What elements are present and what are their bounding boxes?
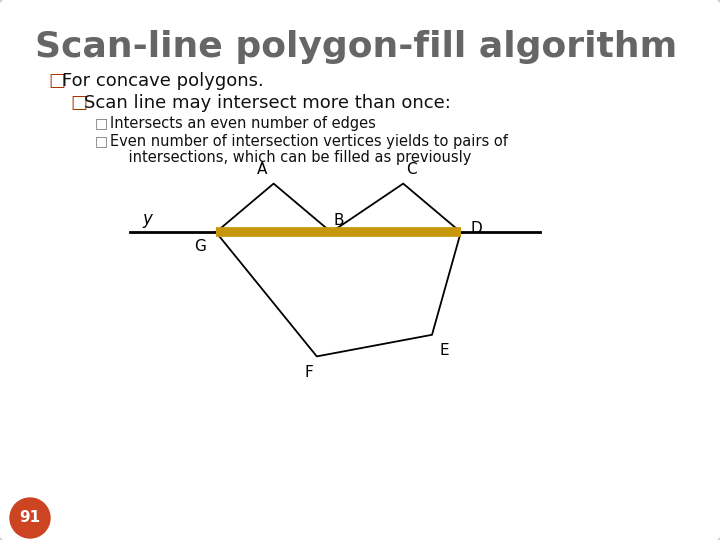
Text: Scan line may intersect more than once:: Scan line may intersect more than once: (84, 94, 451, 112)
Text: B: B (334, 213, 344, 228)
Text: A: A (256, 162, 267, 177)
Text: □: □ (48, 72, 65, 90)
Text: Intersects an even number of edges: Intersects an even number of edges (110, 116, 376, 131)
Text: G: G (194, 239, 206, 254)
Text: □: □ (95, 116, 108, 130)
Text: y: y (143, 210, 153, 228)
Text: Even number of intersection vertices yields to pairs of: Even number of intersection vertices yie… (110, 134, 508, 149)
Text: 91: 91 (19, 510, 40, 525)
Text: Scan-line polygon-fill algorithm: Scan-line polygon-fill algorithm (35, 30, 678, 64)
Text: intersections, which can be filled as previously: intersections, which can be filled as pr… (110, 150, 472, 165)
Text: □: □ (95, 134, 108, 148)
Text: For concave polygons.: For concave polygons. (62, 72, 264, 90)
Text: E: E (439, 343, 449, 359)
Text: F: F (305, 365, 313, 380)
Text: D: D (471, 221, 482, 235)
Text: C: C (406, 162, 416, 177)
Text: □: □ (70, 94, 87, 112)
Circle shape (10, 498, 50, 538)
